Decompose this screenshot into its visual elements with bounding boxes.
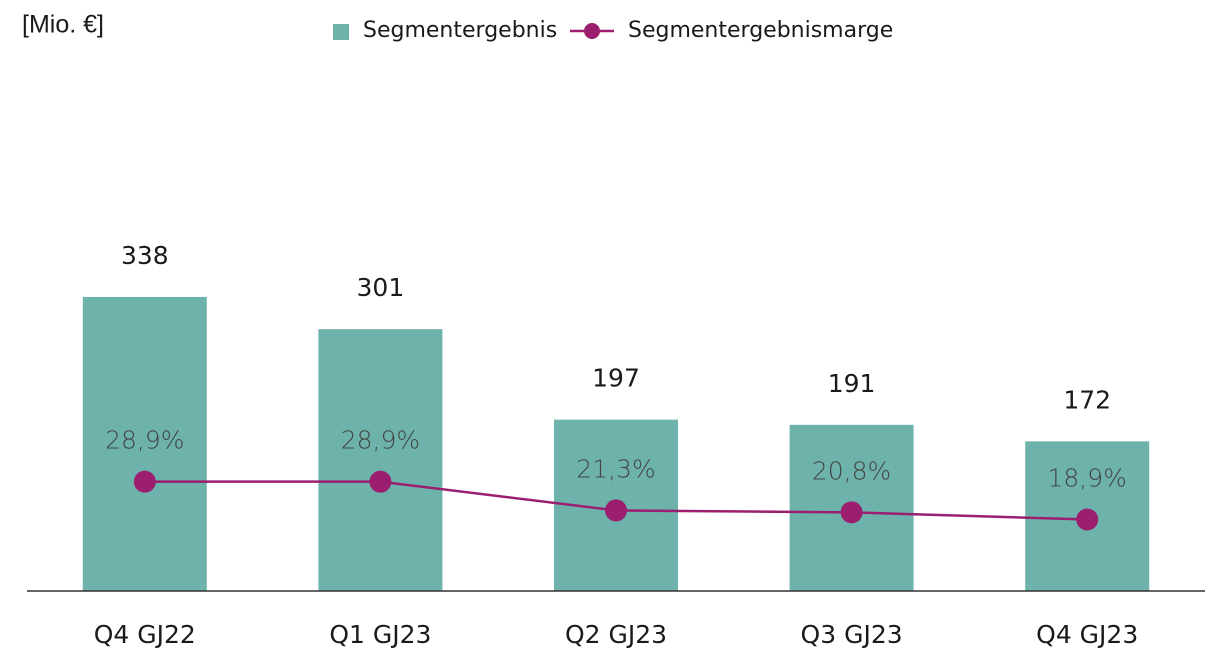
bar — [82, 296, 207, 591]
legend-label: Segmentergebnis — [363, 18, 557, 43]
bar-value-label: 301 — [357, 273, 405, 302]
line-marker — [369, 470, 392, 493]
x-tick-label: Q4 GJ22 — [94, 620, 196, 649]
x-tick-label: Q4 GJ23 — [1036, 620, 1138, 649]
line-marker — [605, 499, 627, 522]
line-value-label: 28,9% — [105, 426, 184, 455]
x-tick-label: Q3 GJ23 — [801, 620, 903, 649]
bar-value-label: 191 — [828, 369, 876, 398]
x-tick-label: Q1 GJ23 — [329, 620, 431, 649]
line-marker — [1076, 508, 1099, 531]
line-value-label: 28,9% — [341, 426, 420, 455]
bar-value-label: 172 — [1063, 385, 1111, 414]
legend-label: Segmentergebnismarge — [628, 18, 893, 43]
legend-marker — [584, 23, 600, 39]
line-value-label: 21,3% — [576, 454, 655, 483]
bar-value-label: 338 — [121, 241, 169, 270]
line-value-label: 20,8% — [812, 456, 891, 485]
line-marker — [133, 470, 156, 493]
bar-value-label: 197 — [592, 364, 640, 393]
line-marker — [840, 501, 863, 524]
x-tick-label: Q2 GJ23 — [565, 620, 667, 649]
line-value-label: 18,9% — [1047, 464, 1126, 493]
bar — [318, 329, 443, 591]
legend-swatch — [333, 24, 349, 40]
y-axis-label: [Mio. €] — [22, 11, 104, 39]
